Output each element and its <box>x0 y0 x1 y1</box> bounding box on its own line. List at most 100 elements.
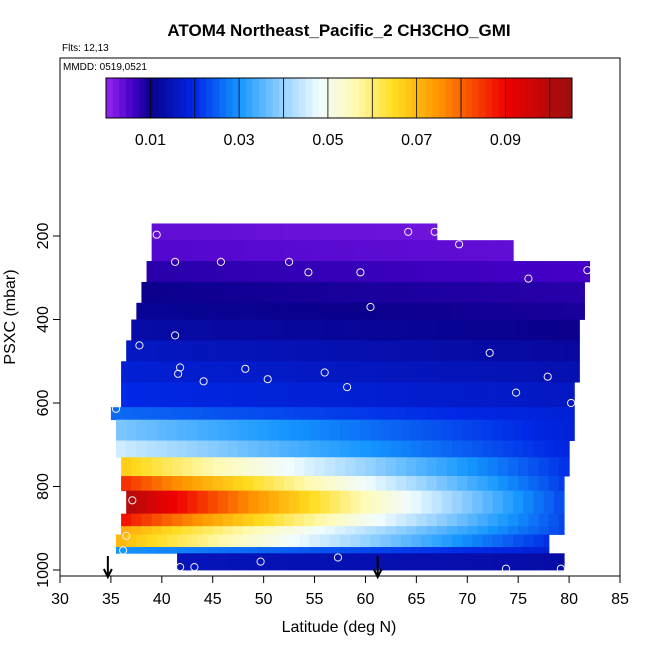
observation-point <box>524 274 533 283</box>
heatmap-cell <box>416 476 428 492</box>
heatmap-cell <box>268 534 280 548</box>
heatmap-cell <box>538 361 550 383</box>
heatmap-cell <box>380 553 392 571</box>
heatmap-cell <box>212 281 224 304</box>
observation-point <box>366 302 375 312</box>
heatmap-cell <box>360 553 372 571</box>
heatmap-cell <box>558 526 565 535</box>
heatmap-cell <box>452 440 463 458</box>
heatmap-cell <box>497 361 509 383</box>
heatmap-cell <box>426 382 438 408</box>
heatmap-cell <box>121 361 132 383</box>
heatmap-cell <box>431 553 443 571</box>
heatmap-cell <box>340 490 351 515</box>
heatmap-cell <box>574 302 585 320</box>
heatmap-cell <box>121 476 132 492</box>
heatmap-cell <box>513 547 524 554</box>
heatmap-cell <box>492 440 504 458</box>
observation-point <box>119 546 128 555</box>
observation-point <box>583 266 592 275</box>
heatmap-cell <box>253 526 265 535</box>
heatmap-cell <box>243 457 255 477</box>
heatmap-cell <box>375 407 387 421</box>
heatmap-cell <box>314 319 326 341</box>
heatmap-cell <box>365 526 377 535</box>
heatmap-cell <box>513 534 524 548</box>
colorbar-segment <box>378 78 387 118</box>
colorbar-segment <box>552 78 560 118</box>
heatmap-cell <box>411 340 423 362</box>
heatmap-cell <box>569 407 575 421</box>
heatmap-cell <box>350 440 361 458</box>
heatmap-cell <box>309 440 321 458</box>
heatmap-cell <box>436 476 448 492</box>
observation-point <box>404 227 413 236</box>
heatmap-cell <box>166 302 178 320</box>
heatmap-cell <box>390 340 402 362</box>
heatmap-cell <box>385 407 397 421</box>
heatmap-cell <box>477 382 489 408</box>
x-tick-label: 75 <box>509 591 527 608</box>
heatmap-cell <box>126 419 137 441</box>
heatmap-cell <box>558 281 570 304</box>
colorbar-segment <box>106 78 114 118</box>
heatmap-cell <box>324 382 336 408</box>
observation-point <box>135 341 144 350</box>
heatmap-cell <box>365 223 377 241</box>
heatmap-cell <box>411 490 423 515</box>
heatmap-cell <box>385 382 397 408</box>
heatmap-cell <box>136 419 148 441</box>
colorbar-segment <box>398 78 407 118</box>
colorbar-segment <box>452 78 460 118</box>
heatmap-cell <box>161 382 173 408</box>
heatmap-cell <box>518 361 529 383</box>
heatmap-cell <box>467 476 479 492</box>
heatmap-cell <box>533 534 545 548</box>
heatmap-cell <box>564 302 575 320</box>
heatmap-cell <box>462 534 473 548</box>
colorbar-segment <box>352 78 360 118</box>
heatmap-cell <box>202 361 214 383</box>
heatmap-cell <box>421 534 433 548</box>
colorbar-segment <box>205 78 214 118</box>
heatmap-cell <box>355 476 367 492</box>
heatmap-cell <box>497 240 509 262</box>
heatmap-cell <box>487 382 499 408</box>
heatmap-cell <box>329 547 341 554</box>
heatmap-cell <box>233 407 244 421</box>
heatmap-cell <box>564 419 575 441</box>
heatmap-cell <box>396 526 407 535</box>
heatmap-cell <box>340 547 351 554</box>
heatmap-cell <box>233 513 244 527</box>
heatmap-cell <box>217 534 229 548</box>
heatmap-cell <box>263 361 275 383</box>
colorbar-segment <box>558 78 566 118</box>
heatmap-cell <box>492 534 504 548</box>
heatmap-cell <box>222 513 234 527</box>
heatmap-cell <box>166 534 178 548</box>
heatmap-cell <box>161 240 173 262</box>
colorbar-segment <box>339 78 347 118</box>
heatmap-cell <box>222 526 234 535</box>
colorbar-segment <box>385 78 393 118</box>
heatmap-cell <box>258 340 270 362</box>
heatmap-cell <box>334 223 346 241</box>
heatmap-cell <box>518 513 529 527</box>
observation-point <box>556 564 566 573</box>
observation-point <box>122 531 131 540</box>
heatmap-cell <box>116 547 127 554</box>
heatmap-cell <box>187 261 199 283</box>
colorbar-segment <box>165 78 174 118</box>
heatmap-cell <box>406 457 417 477</box>
heatmap-cell <box>324 407 336 421</box>
heatmap-cell <box>314 513 326 527</box>
heatmap-cell <box>304 223 316 241</box>
heatmap-cell <box>324 240 336 262</box>
heatmap-cell <box>416 407 428 421</box>
x-tick-label: 60 <box>357 591 375 608</box>
heatmap-cell <box>263 457 275 477</box>
heatmap-cell <box>365 240 377 262</box>
colorbar-segment <box>172 78 180 118</box>
heatmap-cell <box>523 547 535 554</box>
heatmap-cell <box>233 240 244 262</box>
